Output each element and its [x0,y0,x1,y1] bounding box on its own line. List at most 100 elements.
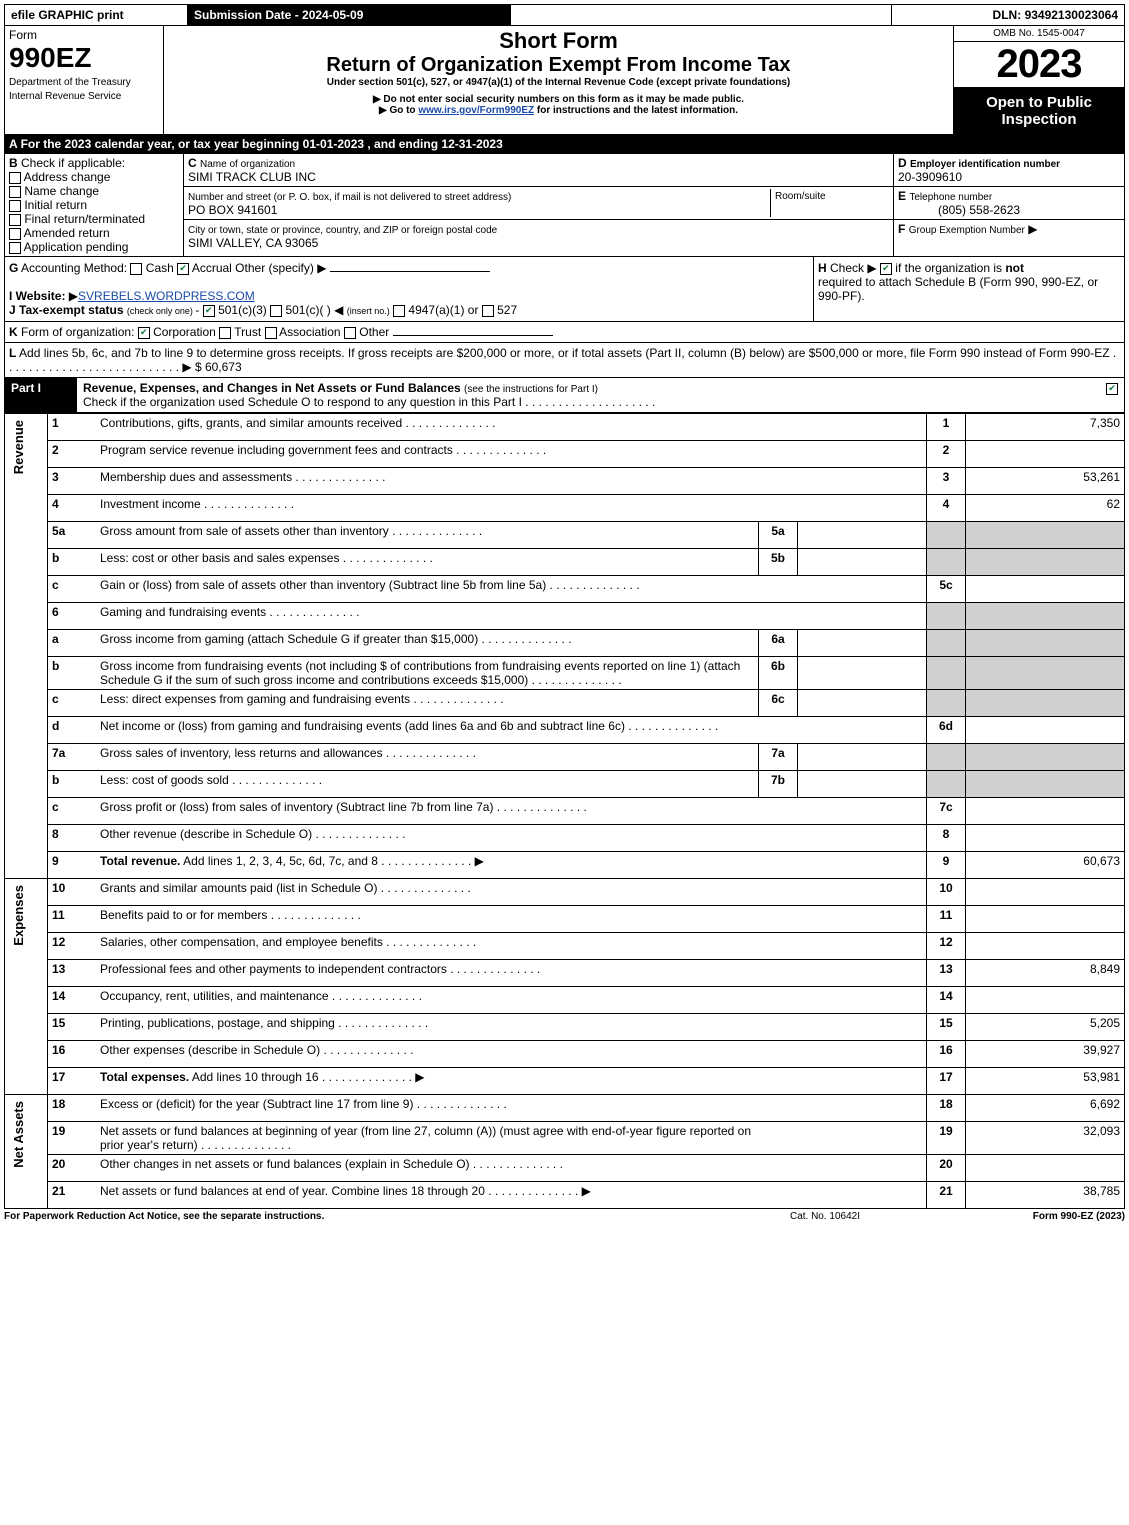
other-org-checkbox[interactable] [344,327,356,339]
line-number: 17 [48,1068,97,1095]
trust-checkbox[interactable] [219,327,231,339]
h-checkbox[interactable] [880,263,892,275]
col-number: 6d [927,717,966,744]
col-number: 7c [927,798,966,825]
efile-link[interactable]: efile GRAPHIC print [5,5,188,26]
line-number: 10 [48,879,97,906]
amount-cell: 7,350 [966,414,1125,441]
cash-label: Cash [146,261,174,275]
line-row: 14Occupancy, rent, utilities, and mainte… [5,987,1125,1014]
501c-checkbox[interactable] [270,305,282,317]
entity-block: B Check if applicable: Address change Na… [4,154,1125,257]
addr-change-checkbox[interactable] [9,172,21,184]
501c3-checkbox[interactable] [203,305,215,317]
pra-notice: For Paperwork Reduction Act Notice, see … [4,1211,725,1222]
gray-cell [966,771,1125,798]
amount-cell [966,879,1125,906]
phone-label: Telephone number [909,192,992,203]
tax-exempt-label: Tax-exempt status [19,303,123,317]
line-row: 8Other revenue (describe in Schedule O) … [5,825,1125,852]
line-desc: Net assets or fund balances at end of ye… [96,1182,759,1209]
line-row: 5aGross amount from sale of assets other… [5,522,1125,549]
col-number: 8 [927,825,966,852]
line-desc: Other changes in net assets or fund bala… [96,1155,759,1182]
row-k: K Form of organization: Corporation Trus… [4,322,1125,343]
col-number: 17 [927,1068,966,1095]
title-short-form: Short Form [172,28,945,54]
dept-2: Internal Revenue Service [9,91,121,102]
line-number: 14 [48,987,97,1014]
final-return-checkbox[interactable] [9,214,21,226]
line-desc: Gross income from gaming (attach Schedul… [96,630,759,657]
line-number: b [48,771,97,798]
amended-checkbox[interactable] [9,228,21,240]
line-row: 20Other changes in net assets or fund ba… [5,1155,1125,1182]
accrual-checkbox[interactable] [177,263,189,275]
line-desc: Gross profit or (loss) from sales of inv… [96,798,759,825]
line-desc: Less: direct expenses from gaming and fu… [96,690,759,717]
city-label: City or town, state or province, country… [188,225,497,236]
goto-link[interactable]: www.irs.gov/Form990EZ [418,105,534,116]
gray-cell [927,657,966,690]
line-number: 5a [48,522,97,549]
room-label: Room/suite [771,189,890,217]
amount-cell: 53,261 [966,468,1125,495]
line-number: c [48,798,97,825]
acct-method-label: Accounting Method: [21,261,127,275]
4947-checkbox[interactable] [393,305,405,317]
name-change-checkbox[interactable] [9,186,21,198]
line-number: 3 [48,468,97,495]
city: SIMI VALLEY, CA 93065 [188,236,318,250]
app-pending-checkbox[interactable] [9,242,21,254]
501c-label: 501(c)( ) [285,303,330,317]
line-desc: Net income or (loss) from gaming and fun… [96,717,759,744]
cash-checkbox[interactable] [130,263,142,275]
amount-cell: 62 [966,495,1125,522]
l-text: Add lines 5b, 6c, and 7b to line 9 to de… [19,346,1110,360]
initial-return-checkbox[interactable] [9,200,21,212]
527-checkbox[interactable] [482,305,494,317]
gray-cell [927,744,966,771]
line-desc: Gain or (loss) from sale of assets other… [96,576,759,603]
col-number: 12 [927,933,966,960]
col-number: 4 [927,495,966,522]
gray-cell [966,522,1125,549]
col-number: 5c [927,576,966,603]
line-row: 12Salaries, other compensation, and empl… [5,933,1125,960]
subtitle: Return of Organization Exempt From Incom… [172,54,945,77]
opt-addr-change: Address change [24,170,111,184]
amount-cell [966,576,1125,603]
amount-cell: 39,927 [966,1041,1125,1068]
tax-exempt-hint: (check only one) [127,306,196,316]
other-org-input[interactable] [393,335,553,336]
corp-label: Corporation [153,325,216,339]
arrow-icon: ▶ [1028,222,1037,236]
line-number: 13 [48,960,97,987]
line-row: cLess: direct expenses from gaming and f… [5,690,1125,717]
subline-number: 6a [759,630,798,657]
line-row: cGross profit or (loss) from sales of in… [5,798,1125,825]
assoc-checkbox[interactable] [265,327,277,339]
line-row: dNet income or (loss) from gaming and fu… [5,717,1125,744]
gray-cell [966,744,1125,771]
line-desc: Other expenses (describe in Schedule O) … [96,1041,759,1068]
line-row: 13Professional fees and other payments t… [5,960,1125,987]
line-number: 16 [48,1041,97,1068]
subline-number: 7a [759,744,798,771]
col-number: 1 [927,414,966,441]
col-number: 11 [927,906,966,933]
line-row: 3Membership dues and assessments . . . .… [5,468,1125,495]
website-link[interactable]: SVREBELS.WORDPRESS.COM [78,289,255,303]
amount-cell: 32,093 [966,1122,1125,1155]
col-number: 21 [927,1182,966,1209]
cat-no: Cat. No. 10642I [725,1211,925,1222]
part1-schedule-o-checkbox[interactable] [1106,383,1118,395]
line-row: 19Net assets or fund balances at beginni… [5,1122,1125,1155]
subline-number: 6b [759,657,798,690]
line-row: cGain or (loss) from sale of assets othe… [5,576,1125,603]
col-number: 3 [927,468,966,495]
other-specify-input[interactable] [330,271,490,272]
line-number: 18 [48,1095,97,1122]
corp-checkbox[interactable] [138,327,150,339]
line-row: 9Total revenue. Add lines 1, 2, 3, 4, 5c… [5,852,1125,879]
